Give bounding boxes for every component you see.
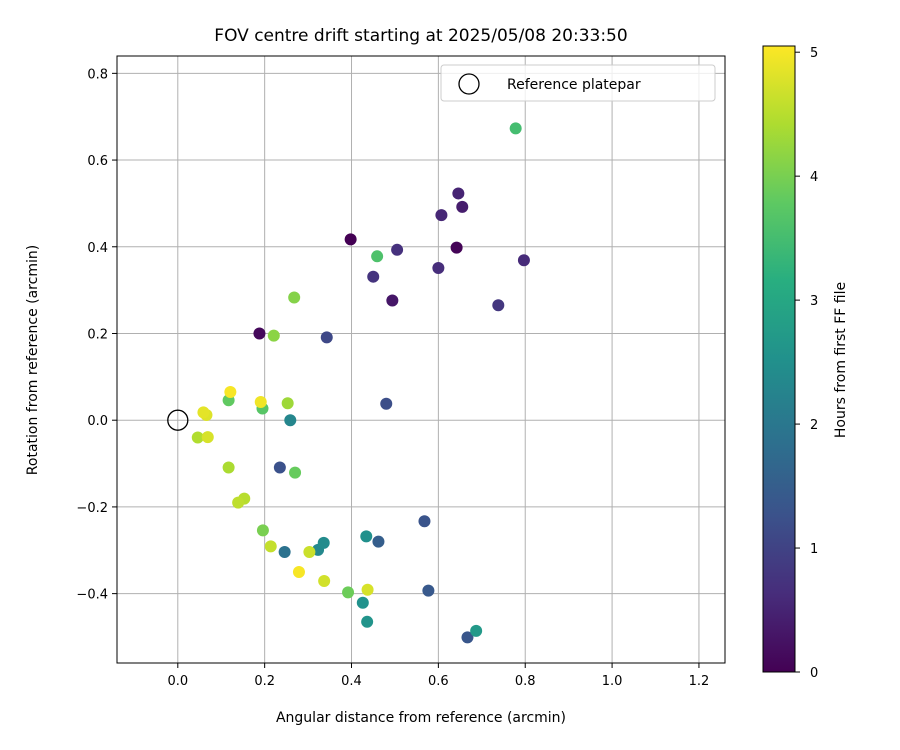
data-point [456,200,469,213]
y-tick-label: −0.2 [76,501,108,516]
y-tick-label: 0.8 [87,67,108,82]
x-tick-label: 0.6 [428,674,449,689]
data-point [232,496,245,509]
legend-box [440,64,716,102]
data-point [292,565,305,578]
data-point [317,536,330,549]
y-tick-label: 0.2 [87,327,108,342]
data-point [492,299,505,312]
data-point [372,535,385,548]
data-point [361,583,374,596]
data-point [391,243,404,256]
data-point [380,397,393,410]
y-tick-label: 0.6 [87,154,108,169]
data-point [256,524,269,537]
data-point [320,331,333,344]
x-axis-label: Angular distance from reference (arcmin) [276,710,566,726]
data-point [273,461,286,474]
data-point [435,209,448,222]
data-point [264,540,277,553]
data-point [254,395,267,408]
data-point [422,584,435,597]
data-point [386,294,399,307]
y-tick-label: 0.0 [87,414,108,429]
data-point [267,329,280,342]
colorbar-tick-label: 1 [810,542,818,557]
data-points [167,122,530,644]
data-point [361,615,374,628]
data-point [288,291,301,304]
chart-title: FOV centre drift starting at 2025/05/08 … [214,26,627,46]
x-tick-label: 1.2 [689,674,710,689]
data-point [318,575,331,588]
y-axis-label: Rotation from reference (arcmin) [25,245,41,475]
data-point [356,596,369,609]
x-tick-label: 0.4 [341,674,362,689]
colorbar-tick-label: 2 [810,418,818,433]
x-tick-label: 0.8 [515,674,536,689]
x-tick-label: 1.0 [602,674,623,689]
data-point [342,586,355,599]
data-point [371,250,384,263]
data-point [197,406,210,419]
data-point [253,327,266,340]
data-point [303,546,316,559]
colorbar: 0 1 2 3 4 5 Hours from first FF file [762,45,849,681]
data-point [452,187,465,200]
grid-lines [117,56,725,663]
data-point [284,414,297,427]
data-point [509,122,522,135]
colorbar-ticks: 0 1 2 3 4 5 [795,46,818,681]
legend-reference-marker-icon [458,73,480,95]
data-point [367,270,380,283]
x-axis-ticks: 0.0 0.2 0.4 0.6 0.8 1.0 1.2 [167,663,709,689]
plot-frame [116,55,726,664]
data-point [222,461,235,474]
colorbar-tick-label: 5 [810,46,818,61]
data-point [224,386,237,399]
colorbar-tick-label: 4 [810,170,818,185]
data-point [450,241,463,254]
y-tick-label: 0.4 [87,241,108,256]
x-tick-label: 0.2 [254,674,275,689]
data-point [360,530,373,543]
legend: Reference platepar [440,64,716,102]
legend-label: Reference platepar [507,77,641,93]
y-tick-label: −0.4 [76,588,108,603]
y-axis-ticks: −0.4 −0.2 0.0 0.2 0.4 0.6 0.8 [76,67,117,603]
data-point [289,466,302,479]
data-point [470,624,483,637]
colorbar-tick-label: 0 [810,666,818,681]
data-point [432,262,445,275]
data-point [201,431,214,444]
x-tick-label: 0.0 [167,674,188,689]
colorbar-tick-label: 3 [810,294,818,309]
colorbar-label: Hours from first FF file [833,282,849,438]
data-point [278,546,291,559]
data-point [344,233,357,246]
colorbar-gradient [762,45,796,673]
data-point [191,431,204,444]
data-point [418,515,431,528]
data-point [461,631,474,644]
reference-point-marker [167,409,189,431]
data-point [517,254,530,267]
data-point [281,397,294,410]
